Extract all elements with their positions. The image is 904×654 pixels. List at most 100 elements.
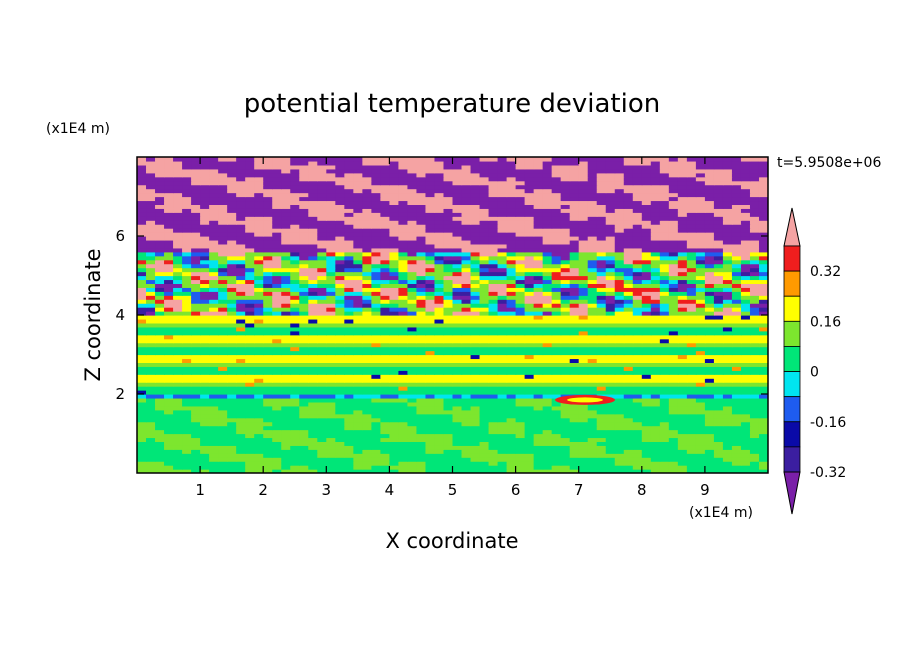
contour-cell [335,378,345,383]
contour-cell [209,441,219,446]
contour-cell [308,330,318,336]
contour-cell [506,204,517,209]
contour-cell [290,295,300,300]
contour-cell [479,453,490,458]
contour-cell [155,247,165,253]
contour-cell [326,291,336,296]
contour-cell [515,425,526,431]
contour-cell [560,259,571,265]
contour-cell [686,386,697,391]
contour-cell [686,413,697,419]
contour-cell [236,461,246,466]
contour-cell [614,338,625,344]
contour-cell [137,251,147,257]
contour-cell [245,334,255,340]
contour-cell [182,370,192,375]
contour-cell [362,370,372,375]
contour-cell [182,390,192,395]
contour-cell [344,382,354,387]
contour-cell [560,220,571,225]
contour-cell [209,208,219,213]
contour-cell [533,291,544,296]
contour-cell [578,318,589,324]
contour-cell [416,279,427,284]
contour-cell [623,457,634,462]
contour-cell [470,433,481,439]
contour-cell [632,220,643,225]
contour-cell [479,236,490,241]
contour-cell [326,251,336,257]
contour-cell [650,358,661,363]
contour-cell [722,303,733,308]
contour-cell [155,275,165,281]
contour-cell [434,196,445,202]
contour-cell [533,401,544,407]
contour-cell [488,382,499,387]
contour-cell [155,318,165,324]
contour-cell [722,378,733,383]
contour-cell [542,413,553,419]
contour-cell [218,338,228,344]
contour-cell [407,283,418,288]
contour-cell [677,453,688,458]
contour-cell [614,354,625,360]
contour-cell [659,417,670,423]
contour-cell [209,374,219,379]
contour-cell [443,255,454,261]
contour-cell [524,243,535,249]
contour-cell [155,386,165,391]
contour-cell [380,342,390,348]
contour-cell [578,247,589,253]
contour-cell [740,433,751,439]
contour-cell [596,267,607,273]
contour-cell [416,251,427,257]
contour-cell [389,413,400,419]
contour-cell [263,437,273,442]
contour-cell [209,220,219,225]
contour-cell [335,271,345,277]
contour-cell [650,326,661,332]
contour-cell [236,204,246,209]
contour-cell [533,267,544,273]
contour-cell [758,429,768,435]
contour-cell [299,224,309,229]
contour-cell [749,457,760,462]
contour-cell [227,295,237,300]
contour-cell [758,417,768,423]
contour-cell [614,390,625,395]
contour-cell [479,287,490,292]
contour-cell [371,232,381,237]
contour-cell [281,322,291,328]
contour-cell [443,362,454,367]
contour-cell [218,350,228,356]
contour-cell [443,465,454,470]
contour-cell [452,405,463,411]
contour-cell [605,461,616,466]
contour-cell [587,433,598,439]
contour-cell [299,437,309,442]
contour-cell [713,405,724,411]
contour-cell [173,275,183,281]
contour-cell [290,271,300,277]
contour-cell [641,291,652,296]
contour-cell [389,346,400,352]
contour-cell [533,236,544,241]
contour-cell [434,291,445,296]
contour-cell [299,390,309,395]
contour-cell [749,267,760,273]
contour-cell [578,366,589,371]
contour-cell [758,247,768,253]
contour-cell [317,433,327,439]
contour-cell [677,315,688,320]
contour-cell [695,338,706,344]
contour-cell [290,338,300,344]
contour-cell [722,295,733,300]
contour-cell [596,295,607,300]
contour-cell [623,299,634,304]
contour-cell [497,322,508,328]
contour-cell [200,267,210,273]
contour-cell [506,299,517,304]
contour-cell [704,417,715,423]
contour-cell [533,445,544,450]
contour-cell [596,263,607,269]
